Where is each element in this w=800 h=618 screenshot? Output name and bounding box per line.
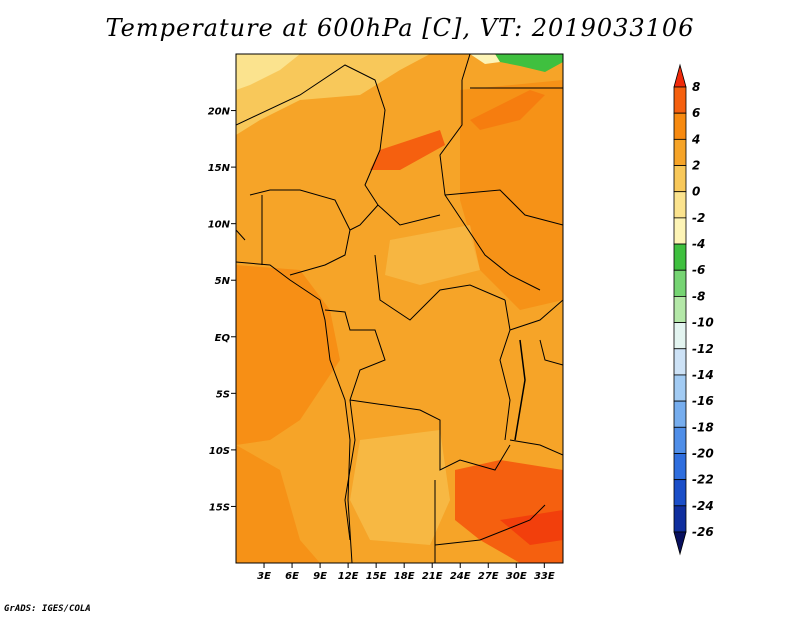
x-tick-label: 27E xyxy=(478,571,499,582)
field-east-warm xyxy=(460,80,563,310)
x-tick-label: 9E xyxy=(313,571,327,582)
colorbar-swatch xyxy=(673,112,687,140)
colorbar-swatch xyxy=(673,453,687,481)
x-tick-label: 21E xyxy=(422,571,443,582)
colorbar-swatch xyxy=(673,479,687,507)
field-ne-cold xyxy=(495,54,563,72)
border-chad-car xyxy=(377,204,441,226)
colorbar-label: 8 xyxy=(692,80,700,94)
colorbar-label: -24 xyxy=(692,499,714,513)
chart-title: Temperature at 600hPa [C], VT: 201903310… xyxy=(105,14,695,42)
x-tick-label: 33E xyxy=(534,571,555,582)
colorbar-swatch xyxy=(673,191,687,219)
y-tick-label: 10N xyxy=(208,220,231,231)
border-tanzania-south xyxy=(509,439,563,456)
colorbar-bottom-arrow xyxy=(673,531,687,556)
colorbar-label: -14 xyxy=(692,368,714,382)
field-west-warm xyxy=(236,265,340,445)
x-tick-label: 12E xyxy=(338,571,359,582)
colorbar-label: -12 xyxy=(692,342,714,356)
colorbar-label: 2 xyxy=(692,159,700,173)
colorbar-label: -2 xyxy=(692,211,705,225)
field-sw-warm xyxy=(236,445,320,563)
field-north-coolest xyxy=(236,54,300,90)
field-angola-light xyxy=(350,430,450,545)
y-tick-label: 15S xyxy=(209,502,230,513)
colorbar-label: -6 xyxy=(692,263,705,277)
colorbar-label: -22 xyxy=(692,473,714,487)
colorbar-swatch xyxy=(673,269,687,297)
lake-tanganyika xyxy=(514,339,526,441)
y-tick-label: 15N xyxy=(208,163,231,174)
colorbar-label: -18 xyxy=(692,420,714,434)
colorbar-swatch xyxy=(673,400,687,428)
colorbar: 8 6 4 2 0 -2 -4 -6 -8 -10 -12 -14 -16 -18 -20 -22 -24 -26 xyxy=(673,63,714,556)
colorbar-label: 6 xyxy=(692,106,700,120)
x-tick-label: 6E xyxy=(285,571,299,582)
colorbar-swatch xyxy=(673,296,687,323)
y-tick-label: 10S xyxy=(209,446,230,457)
border-uganda-kenya xyxy=(509,299,563,331)
y-axis: 20N 15N 10N 5N EQ 5S 10S 15S xyxy=(208,107,236,513)
colorbar-label: 0 xyxy=(692,185,700,199)
y-tick-label: 5N xyxy=(215,276,231,287)
colorbar-swatch xyxy=(673,505,687,533)
border-lakes xyxy=(499,299,511,441)
map-frame xyxy=(235,53,564,564)
x-tick-label: 30E xyxy=(506,571,527,582)
colorbar-swatch xyxy=(673,426,687,454)
colorbar-swatch xyxy=(673,374,687,402)
border-namibia-botswana xyxy=(434,504,546,546)
colorbar-swatch xyxy=(673,165,687,193)
colorbar-label: -20 xyxy=(692,446,714,460)
border-gabon-congo xyxy=(324,309,386,401)
colorbar-label: -8 xyxy=(692,289,705,303)
border-drc-angola xyxy=(349,399,511,471)
field-car-light xyxy=(385,225,480,285)
border-libya-egypt xyxy=(461,54,471,81)
colorbar-swatch xyxy=(673,348,687,376)
colorbar-label: 4 xyxy=(691,132,700,146)
colorbar-swatch xyxy=(673,322,687,350)
field-chad-warm xyxy=(370,130,445,170)
colorbar-swatch xyxy=(673,138,687,166)
y-tick-label: 20N xyxy=(208,107,231,118)
border-nigeria-north xyxy=(249,189,351,231)
border-car-drc xyxy=(374,254,506,321)
colorbar-swatch xyxy=(673,243,687,271)
colorbar-top-arrow xyxy=(673,63,687,88)
field-se-hottest xyxy=(500,510,563,545)
grads-credit: GrADS: IGES/COLA xyxy=(4,604,91,614)
colorbar-label: -4 xyxy=(692,237,705,251)
coastline-west xyxy=(236,261,353,563)
colorbar-label: -10 xyxy=(692,316,714,330)
x-tick-label: 18E xyxy=(394,571,415,582)
colorbar-label: -26 xyxy=(692,525,714,539)
border-sudan-south xyxy=(444,189,563,226)
colorbar-label: -16 xyxy=(692,394,714,408)
border-angola-west xyxy=(344,399,356,541)
border-chad-sudan xyxy=(439,80,541,291)
country-borders xyxy=(236,54,563,563)
colorbar-swatch xyxy=(673,86,687,114)
border-nigeria-east xyxy=(289,204,379,276)
y-tick-label: EQ xyxy=(215,333,231,344)
border-lake-victoria xyxy=(539,339,563,366)
border-niger-algeria xyxy=(236,64,386,206)
field-ne-cool xyxy=(470,54,500,64)
border-west-coast xyxy=(236,229,246,241)
y-tick-label: 5S xyxy=(216,389,230,400)
temperature-field xyxy=(236,54,563,563)
field-north-cool xyxy=(236,54,430,135)
colorbar-swatch xyxy=(673,217,687,245)
x-tick-label: 3E xyxy=(257,571,271,582)
x-tick-label: 24E xyxy=(450,571,471,582)
x-axis: 3E 6E 9E 12E 15E 18E 21E 24E 27E 30E 33E xyxy=(257,563,555,582)
x-tick-label: 15E xyxy=(366,571,387,582)
